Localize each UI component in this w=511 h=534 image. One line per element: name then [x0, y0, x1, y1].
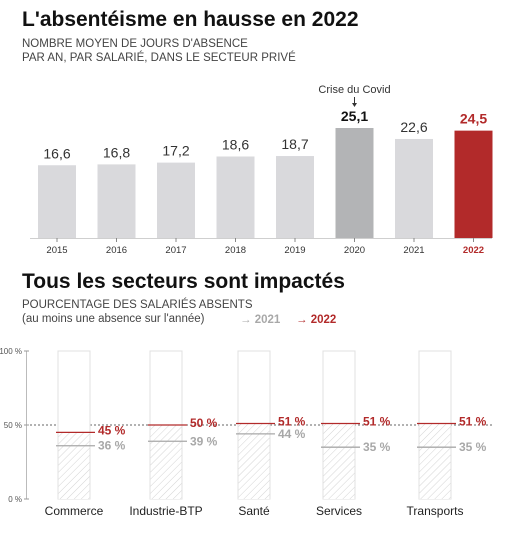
legend-arrow-2021-icon: → [240, 314, 252, 326]
chart2-subtitle-line1: POURCENTAGE DES SALARIÉS ABSENTS [22, 299, 253, 311]
chart1-svg: 16,6 2015 16,8 2016 17,2 2017 18,6 2018 18,7 2019… [30, 84, 493, 256]
year-label-2016: 2016 [106, 245, 127, 256]
year-label-2017: 2017 [165, 245, 186, 256]
y-tick-label: 0 % [8, 495, 22, 504]
year-label-2015: 2015 [46, 245, 67, 256]
value-label-2022-Services: 51 % [363, 415, 391, 429]
value-label-2021-Commerce: 36 % [98, 439, 126, 453]
bar-2020 [335, 128, 374, 238]
sector-fill-Services [323, 423, 355, 499]
legend-label-2021: 2021 [254, 314, 281, 326]
sector-fill-Transports [419, 423, 451, 499]
value-label-2017: 17,2 [162, 143, 189, 159]
bar-2017 [157, 162, 195, 238]
category-label-Services: Services [316, 504, 362, 518]
value-label-2021-Santé: 44 % [278, 427, 306, 441]
sector-fill-Commerce [58, 432, 90, 499]
value-label-2021-Transports: 35 % [459, 440, 487, 454]
bar-2015 [38, 165, 76, 238]
legend-2021: → 2021 [240, 314, 280, 326]
y-tick-label: 100 % [0, 347, 22, 356]
value-label-2022: 24,5 [460, 111, 487, 127]
legend-arrow-2022-icon: → [296, 314, 308, 326]
chart1-subtitle-line2: PAR AN, PAR SALARIÉ, DANS LE SECTEUR PRI… [22, 52, 296, 64]
bar-2016 [97, 164, 136, 238]
value-label-2018: 18,6 [222, 136, 249, 152]
category-label-Santé: Santé [238, 504, 270, 518]
value-label-2016: 16,8 [103, 144, 130, 160]
value-label-2022-Commerce: 45 % [98, 423, 126, 437]
value-label-2022-Transports: 51 % [459, 415, 487, 429]
bar-2022 [454, 130, 493, 238]
chart2-title: Tous les secteurs sont impactés [22, 270, 345, 293]
value-label-2021-Industrie-BTP: 39 % [190, 434, 218, 448]
covid-annotation: Crise du Covid [318, 84, 390, 96]
value-label-2021: 22,6 [400, 119, 427, 135]
chart1-subtitle-line1: NOMBRE MOYEN DE JOURS D'ABSENCE [22, 38, 248, 50]
year-label-2021: 2021 [403, 245, 424, 256]
chart2-subtitle-line2: (au moins une absence sur l'année) [22, 313, 205, 325]
category-label-Industrie-BTP: Industrie-BTP [129, 504, 202, 518]
bar-2018 [216, 156, 255, 238]
value-label-2015: 16,6 [43, 145, 70, 161]
legend-2022: → 2022 [296, 314, 336, 326]
value-label-2022-Industrie-BTP: 50 % [190, 416, 218, 430]
sector-fill-Industrie-BTP [150, 425, 182, 499]
category-label-Transports: Transports [407, 504, 464, 518]
value-label-2019: 18,7 [281, 136, 308, 152]
year-label-2020: 2020 [344, 245, 365, 256]
value-label-2020: 25,1 [341, 108, 368, 124]
y-tick-label: 50 % [4, 421, 22, 430]
category-label-Commerce: Commerce [45, 504, 104, 518]
year-label-2018: 2018 [225, 245, 246, 256]
sector-fill-Santé [238, 423, 270, 499]
chart1-title: L'absentéisme en hausse en 2022 [22, 8, 359, 31]
value-label-2022-Santé: 51 % [278, 415, 306, 429]
bar-2021 [395, 138, 433, 238]
year-label-2019: 2019 [284, 245, 305, 256]
year-label-2022: 2022 [463, 245, 484, 256]
legend-label-2022: 2022 [310, 314, 337, 326]
value-label-2021-Services: 35 % [363, 440, 391, 454]
covid-annotation-arrowhead [352, 103, 357, 107]
bar-2019 [276, 156, 314, 238]
